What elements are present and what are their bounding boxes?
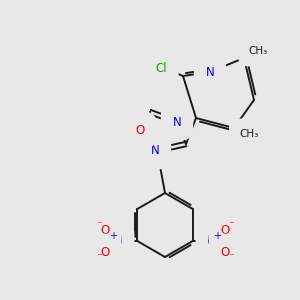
Text: O: O (220, 245, 229, 259)
Text: N: N (207, 235, 216, 248)
Text: CH₃: CH₃ (248, 46, 268, 56)
Text: ⁻: ⁻ (228, 220, 234, 230)
Text: N: N (172, 116, 182, 128)
Text: O: O (101, 224, 110, 236)
Text: ⁻: ⁻ (228, 252, 234, 262)
Text: O: O (101, 245, 110, 259)
Text: ⁻: ⁻ (96, 252, 102, 262)
Text: ⁻: ⁻ (96, 220, 102, 230)
Text: Cl: Cl (155, 61, 167, 74)
Text: O: O (135, 124, 145, 136)
Text: N: N (114, 235, 123, 248)
Text: +: + (109, 231, 117, 241)
Text: O: O (220, 224, 229, 236)
Text: +: + (213, 231, 221, 241)
Text: N: N (151, 145, 159, 158)
Text: N: N (206, 65, 214, 79)
Text: CH₃: CH₃ (239, 129, 259, 139)
